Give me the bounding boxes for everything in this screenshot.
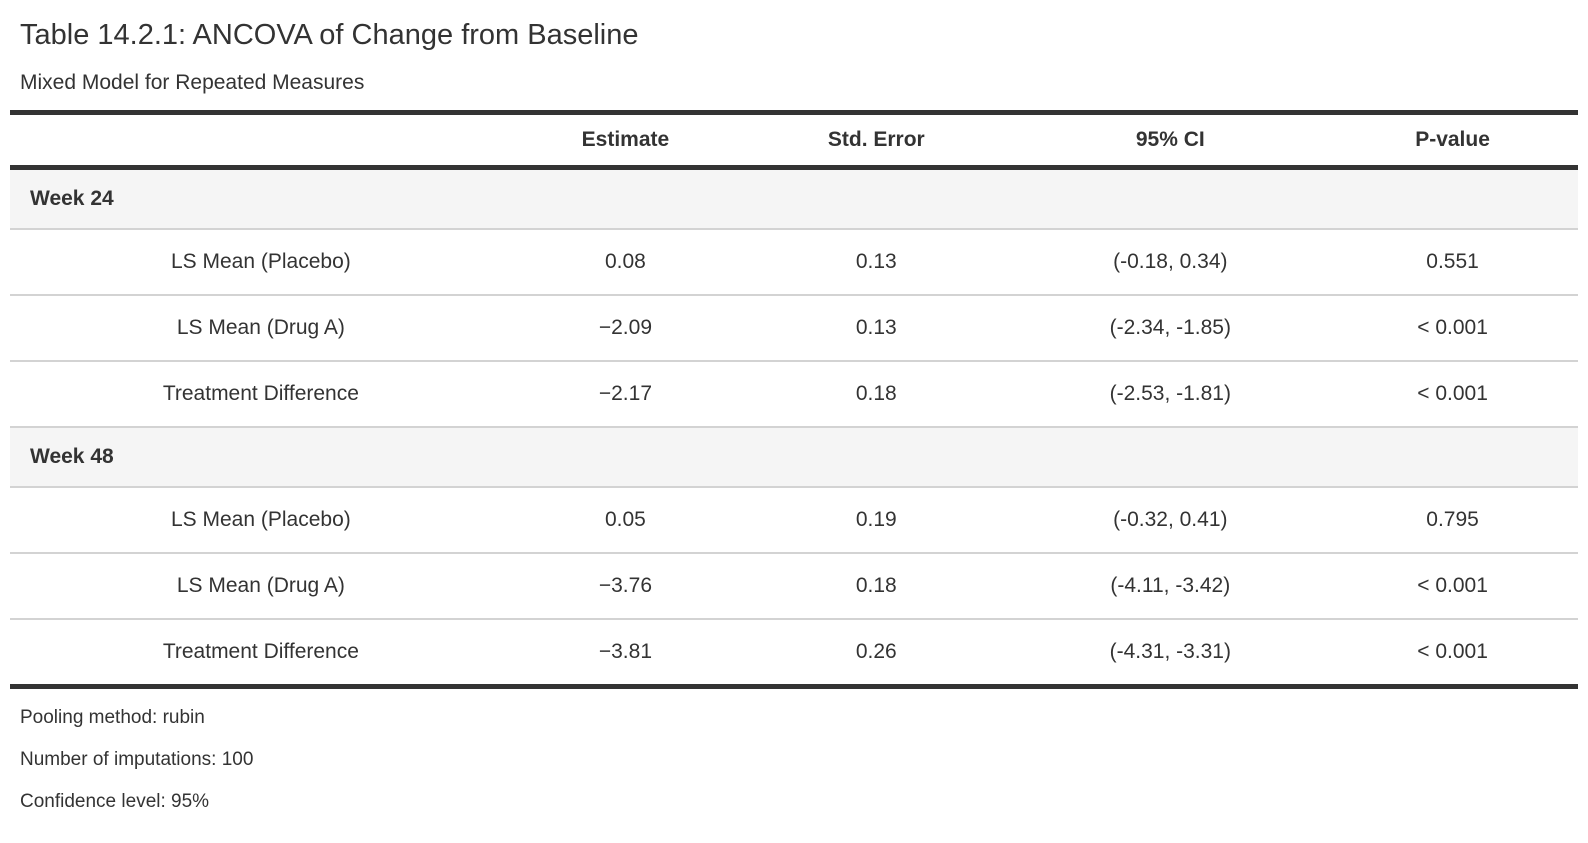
group-label: Week 48: [30, 444, 114, 468]
row-label: LS Mean (Placebo): [170, 507, 351, 531]
std-error-value: 0.18: [855, 573, 897, 597]
column-header-std-error: Std. Error: [739, 109, 1014, 170]
table-row: LS Mean (Drug A) −3.76 0.18 (-4.11, -3.42) <…: [10, 552, 1578, 619]
std-error-value: 0.26: [855, 639, 897, 663]
table-subtitle: Mixed Model for Repeated Measures: [20, 70, 365, 94]
estimate-value: −3.81: [598, 639, 652, 663]
footnote-confidence-level: Confidence level: 95%: [20, 790, 210, 812]
table-row: LS Mean (Placebo) 0.08 0.13 (-0.18, 0.34) 0.…: [10, 228, 1578, 295]
std-error-value: 0.18: [855, 381, 897, 405]
table-row: Treatment Difference −2.17 0.18 (-2.53, -1.…: [10, 360, 1578, 427]
row-label: Treatment Difference: [162, 639, 359, 663]
group-label: Week 24: [30, 186, 114, 210]
column-header-p-value: P-value: [1327, 109, 1578, 170]
p-value: 0.795: [1426, 507, 1479, 531]
ci-value: (-2.53, -1.81): [1109, 381, 1231, 405]
estimate-value: −2.17: [598, 381, 652, 405]
row-label: LS Mean (Placebo): [170, 249, 351, 273]
std-error-value: 0.13: [855, 249, 897, 273]
table-row: Treatment Difference −3.81 0.26 (-4.31, -3.…: [10, 618, 1578, 687]
ci-value: (-2.34, -1.85): [1109, 315, 1231, 339]
p-value: < 0.001: [1417, 315, 1488, 339]
column-header-stub: [10, 109, 512, 170]
estimate-value: −3.76: [598, 573, 652, 597]
table-header: Estimate Std. Error 95% CI P-value: [10, 109, 1578, 170]
ci-value: (-4.11, -3.42): [1110, 573, 1231, 597]
table-row: LS Mean (Drug A) −2.09 0.13 (-2.34, -1.85) <…: [10, 294, 1578, 361]
header-row: Estimate Std. Error 95% CI P-value: [10, 109, 1578, 170]
row-label: LS Mean (Drug A): [176, 573, 345, 597]
ancova-results-table: Estimate Std. Error 95% CI P-value Week …: [10, 109, 1578, 689]
std-error-value: 0.19: [855, 507, 897, 531]
table-row: LS Mean (Placebo) 0.05 0.19 (-0.32, 0.41) 0.…: [10, 486, 1578, 553]
table-body: Week 24 LS Mean (Placebo) 0.08 0.13 (-0.18, …: [10, 167, 1578, 686]
estimate-value: 0.05: [604, 507, 646, 531]
estimate-value: −2.09: [598, 315, 652, 339]
column-header-estimate: Estimate: [511, 109, 740, 170]
estimate-value: 0.08: [604, 249, 646, 273]
p-value: < 0.001: [1417, 639, 1488, 663]
ci-value: (-4.31, -3.31): [1109, 639, 1231, 663]
p-value: 0.551: [1426, 249, 1479, 273]
row-label: LS Mean (Drug A): [176, 315, 345, 339]
table-title: Table 14.2.1: ANCOVA of Change from Base…: [20, 19, 639, 51]
ci-value: (-0.32, 0.41): [1113, 507, 1228, 531]
p-value: < 0.001: [1417, 573, 1488, 597]
row-label: Treatment Difference: [162, 381, 359, 405]
ci-value: (-0.18, 0.34): [1113, 249, 1228, 273]
footnote-pooling-method: Pooling method: rubin: [20, 706, 205, 728]
group-row: Week 48: [10, 426, 1578, 487]
group-row: Week 24: [10, 167, 1578, 229]
footnote-imputations: Number of imputations: 100: [20, 748, 254, 770]
source-notes: Pooling method: rubin Number of imputati…: [10, 689, 1578, 843]
p-value: < 0.001: [1417, 381, 1488, 405]
column-header-ci: 95% CI: [1013, 109, 1328, 170]
std-error-value: 0.13: [855, 315, 897, 339]
table-heading: Table 14.2.1: ANCOVA of Change from Base…: [10, 0, 1578, 110]
